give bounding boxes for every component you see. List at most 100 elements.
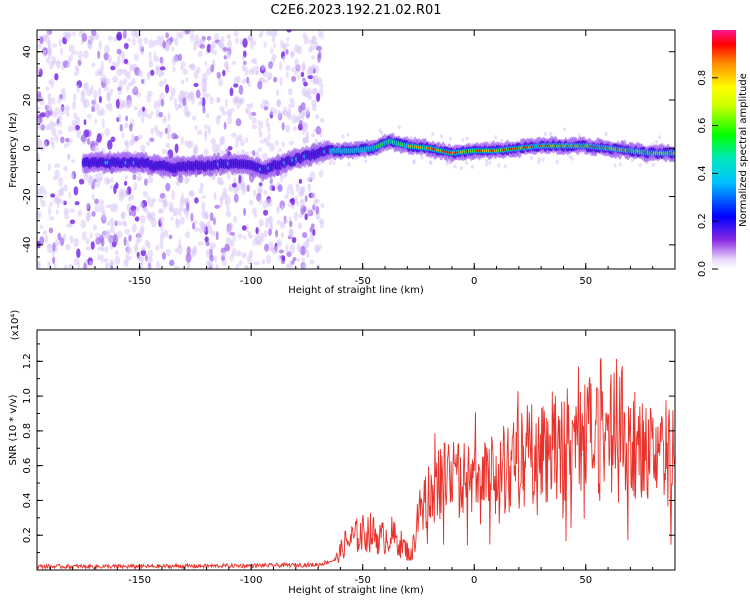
spectrogram-noise-cell (174, 143, 179, 154)
spectrogram-noise-cell (201, 72, 208, 83)
spectrogram-noise-cell (613, 163, 617, 168)
spectrogram-noise-cell (214, 49, 217, 56)
spectrogram-noise-cell (225, 210, 232, 218)
spectrogram-noise-cell (92, 224, 98, 231)
spectrogram-noise-cell (94, 198, 99, 205)
spectrogram-noise-cell (193, 227, 200, 233)
spectrogram-noise-cell (47, 92, 52, 101)
spectrogram-noise-cell (86, 137, 91, 145)
spectrogram-noise-cell (287, 183, 293, 190)
spectrogram-noise-cell (562, 127, 566, 132)
spectrogram-noise-cell (306, 250, 310, 259)
spectrogram-noise-cell (121, 132, 125, 139)
spectrogram-noise-cell (85, 212, 92, 221)
spectrogram-noise-cell (39, 185, 46, 191)
spectrogram-noise-cell (174, 134, 179, 140)
spectrogram-noise-cell (81, 32, 88, 43)
spectrogram-noise-cell (318, 169, 324, 178)
spectrogram-noise-cell (184, 140, 188, 147)
spectrogram-noise-cell (232, 60, 237, 65)
spectrogram-noise-cell (167, 130, 171, 141)
spectrogram-noise-cell (549, 131, 553, 136)
spectrogram-noise-cell (178, 238, 182, 249)
spectrogram-noise-cell (74, 124, 80, 131)
spectrogram-noise-cell (126, 84, 130, 92)
spectrogram-noise-cell (276, 219, 282, 226)
spectrogram-noise-cell (194, 143, 198, 154)
spectrogram-noise-cell (281, 122, 285, 131)
spectrogram-noise-cell (125, 140, 130, 150)
spectrogram-noise-cell (51, 256, 56, 264)
spectrogram-noise-cell (122, 78, 128, 86)
spectrogram-noise-cell (39, 236, 45, 245)
spectrogram-noise-cell (209, 260, 213, 268)
spectrogram-noise-cell (53, 263, 57, 269)
spectrogram-noise-cell (150, 128, 154, 135)
spectrogram-noise-cell (204, 60, 208, 67)
spectrogram-noise-cell (302, 263, 307, 269)
spectrogram-noise-cell (224, 243, 230, 252)
spectrogram-noise-cell (220, 135, 226, 145)
spectrogram-noise-cell (161, 252, 167, 260)
spectrogram-noise-cell (124, 175, 129, 180)
spectrogram-noise-cell (193, 82, 199, 88)
spectrogram-noise-cell (114, 255, 121, 266)
spectrogram-noise-cell (250, 42, 253, 50)
spectrogram-noise-cell (310, 223, 315, 229)
spectrogram-noise-cell (440, 134, 444, 139)
snr-x-tick-label: -150 (128, 575, 151, 586)
spectrogram-noise-cell (74, 65, 79, 72)
spectrogram-noise-cell (127, 196, 132, 202)
spectrogram-noise-cell (183, 207, 187, 216)
spectrogram-noise-cell (155, 244, 160, 251)
spectrogram-noise-cell (173, 207, 180, 216)
spectrogram-noise-cell (109, 184, 113, 190)
spectrogram-noise-cell (229, 240, 235, 248)
spectrogram-noise-cell (117, 55, 121, 66)
spectrogram-noise-cell (50, 193, 56, 198)
spectrogram-noise-cell (280, 39, 284, 49)
spectrogram-noise-cell (275, 229, 279, 238)
spectrogram-noise-cell (43, 35, 50, 43)
spectrogram-noise-cell (142, 190, 148, 198)
spectrogram-noise-cell (125, 115, 129, 122)
spectrogram-noise-cell (222, 47, 229, 52)
spectrogram-noise-cell (291, 114, 298, 124)
spectrogram-noise-cell (113, 202, 118, 213)
spectrogram-noise-cell (428, 160, 432, 165)
spectrogram-noise-cell (298, 120, 303, 126)
colorbar: 0.0 0.2 0.4 0.6 0.8 Normalized spectral ampl… (697, 30, 749, 277)
spectrogram-noise-cell (52, 96, 56, 105)
spectrogram-noise-cell (99, 204, 105, 214)
spectrogram-noise-cell (604, 132, 608, 137)
spectrogram-noise-cell (234, 37, 239, 45)
spectrogram-noise-cell (189, 32, 195, 42)
spectrogram-noise-cell (69, 235, 74, 244)
spectrogram-noise-cell (158, 80, 164, 88)
spectrogram-noise-cell (91, 62, 96, 68)
spectrogram-noise-cell (177, 244, 183, 255)
spectrogram-noise-cell (62, 184, 68, 192)
spectrogram-noise-cell (140, 215, 146, 224)
spectrogram-noise-cell (229, 108, 235, 113)
spectrogram-noise-cell (149, 137, 155, 143)
spectrogram-noise-cell (225, 66, 230, 73)
spectrogram-noise-cell (123, 68, 128, 77)
spectrogram-noise-cell (247, 35, 254, 41)
spectrogram-noise-cell (314, 114, 320, 120)
spectrogram-noise-cell (268, 142, 275, 152)
spectrogram-noise-cell (143, 205, 148, 213)
spectrogram-noise-cell (314, 199, 320, 204)
spectrogram-noise-cell (461, 138, 465, 143)
spectrogram-noise-cell (107, 102, 113, 112)
spectrogram-noise-cell (97, 254, 102, 261)
spectrogram-noise-cell (285, 71, 289, 79)
spectrogram-noise-cell (220, 251, 227, 257)
spectrogram-band-cell (672, 151, 675, 155)
spectrogram-noise-cell (82, 82, 87, 90)
spectrogram-noise-cell (94, 173, 99, 181)
spectrogram-noise-cell (161, 148, 168, 155)
spectrogram-noise-cell (259, 103, 265, 109)
spectrogram-noise-cell (284, 194, 289, 199)
spectrogram-noise-cell (110, 177, 114, 183)
